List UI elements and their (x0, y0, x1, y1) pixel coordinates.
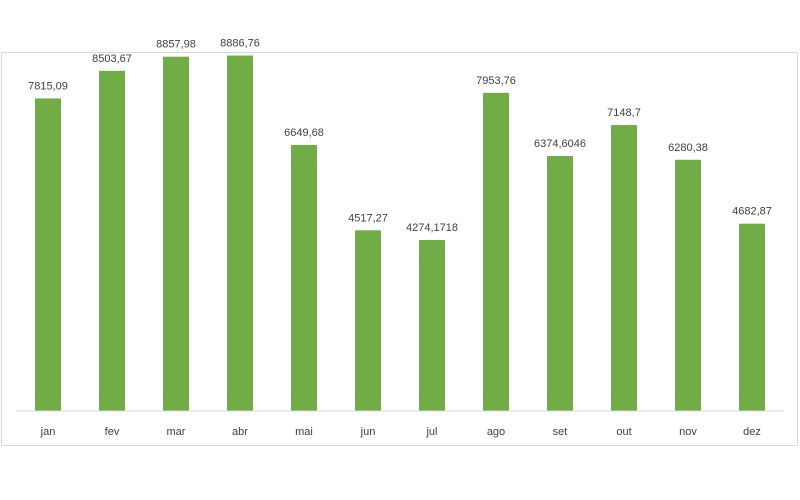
x-tick-label-dez: dez (743, 426, 761, 438)
x-axis-tick-labels: jan fev mar abr mai jun jul ago set out nov dez (40, 426, 761, 438)
bar-mar (163, 56, 189, 412)
bar-mai (291, 145, 317, 411)
x-tick-label-jan: jan (40, 426, 56, 438)
bar-jan (35, 98, 61, 412)
bar-value-label-dez: 4682,87 (732, 206, 772, 218)
bar-dez (739, 223, 765, 411)
x-tick-label-mai: mai (295, 426, 313, 438)
bar-value-label-set: 6374,6046 (534, 138, 586, 150)
x-tick-label-mar: mar (167, 426, 186, 438)
bar-jul (419, 240, 445, 411)
bar-value-label-ago: 7953,76 (476, 75, 516, 87)
bar-set (547, 156, 573, 411)
x-tick-label-nov: nov (679, 426, 697, 438)
x-tick-label-jul: jul (425, 426, 437, 438)
bar-ago (483, 92, 509, 411)
bar-fev (99, 70, 125, 411)
bar-nov (675, 159, 701, 411)
x-tick-label-ago: ago (487, 426, 505, 438)
bar-value-label-abr: 8886,76 (220, 38, 260, 50)
bar-value-label-jul: 4274,1718 (406, 222, 458, 234)
x-tick-label-out: out (616, 426, 631, 438)
bar-value-label-jun: 4517,27 (348, 212, 388, 224)
bar-value-label-out: 7148,7 (607, 107, 641, 119)
bar-value-label-fev: 8503,67 (92, 53, 132, 65)
bar-jun (355, 230, 381, 411)
x-tick-label-jun: jun (360, 426, 376, 438)
bar-out (611, 125, 637, 412)
bar-value-label-mai: 6649,68 (284, 127, 324, 139)
chart-area (1, 52, 798, 446)
bars-group (35, 55, 765, 412)
bar-value-labels: 7815,09 8503,67 8857,98 8886,76 6649,68 4517,… (28, 38, 772, 235)
x-tick-label-fev: fev (105, 426, 120, 438)
bar-value-label-jan: 7815,09 (28, 80, 68, 92)
x-tick-label-set: set (553, 426, 568, 438)
x-tick-label-abr: abr (232, 426, 248, 438)
bar-value-label-mar: 8857,98 (156, 39, 196, 51)
bar-abr (227, 55, 253, 411)
bar-value-label-nov: 6280,38 (668, 142, 708, 154)
